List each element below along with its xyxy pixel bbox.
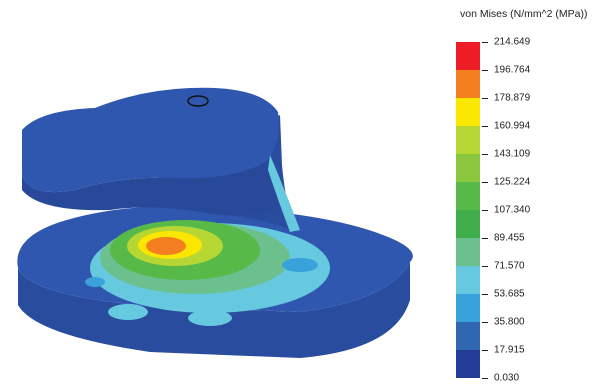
legend-value-label: 160.994 [494,120,531,132]
legend-swatch [456,42,480,70]
legend-swatch [456,266,480,294]
legend-tick [482,378,488,379]
legend-value-label: 107.340 [494,204,531,216]
stress-patch [85,277,105,287]
legend-swatch [456,182,480,210]
legend-swatch [456,98,480,126]
stress-legend: von Mises (N/mm^2 (MPa)) 214.649 196.764 1… [440,0,615,384]
legend-swatch [456,238,480,266]
legend-value-label: 214.649 [494,36,531,48]
legend-value-label: 0.030 [494,372,520,384]
legend-value-label: 143.109 [494,148,531,160]
legend-tick [482,42,488,43]
legend-tick [482,266,488,267]
legend-value-label: 196.764 [494,64,531,76]
legend-value-label: 71.570 [494,260,525,272]
legend-color-bar [456,42,480,378]
legend-swatch [456,70,480,98]
legend-tick [482,70,488,71]
legend-tick [482,238,488,239]
legend-swatch [456,350,480,378]
legend-tick [482,322,488,323]
stress-patch [282,258,318,272]
legend-tick [482,126,488,127]
legend-tick [482,98,488,99]
legend-swatch [456,322,480,350]
neck-stress-streak [268,155,300,232]
legend-value-label: 178.879 [494,92,531,104]
legend-value-label: 17.915 [494,344,525,356]
stress-plot-viewport[interactable] [0,0,440,380]
legend-swatch [456,126,480,154]
legend-value-label: 53.685 [494,288,525,300]
legend-tick [482,350,488,351]
legend-tick [482,182,488,183]
legend-swatch [456,210,480,238]
legend-value-label: 89.455 [494,232,525,244]
legend-title: von Mises (N/mm^2 (MPa)) [460,8,588,20]
legend-tick [482,210,488,211]
upper-body-top [22,87,279,193]
stress-hotspot [146,237,186,255]
legend-value-label: 35.800 [494,316,525,328]
legend-swatch [456,294,480,322]
legend-tick [482,154,488,155]
legend-value-label: 125.224 [494,176,531,188]
stress-patch [188,310,232,326]
legend-tick [482,294,488,295]
upper-body-side [22,160,278,216]
fea-model-render[interactable] [0,0,440,380]
hole-outline [187,95,209,107]
legend-swatch [456,154,480,182]
stress-patch [108,304,148,320]
